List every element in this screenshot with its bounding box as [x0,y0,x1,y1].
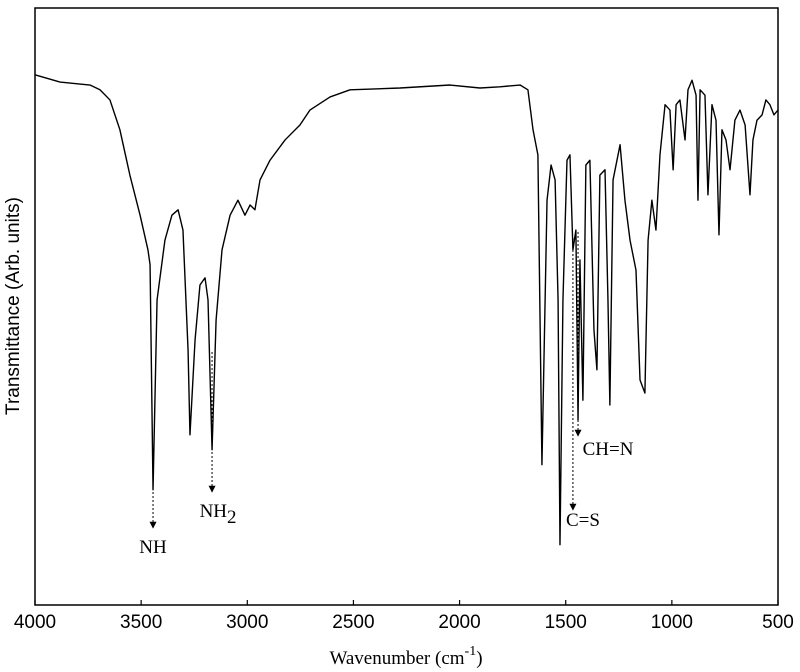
x-tick-label: 4000 [14,612,56,633]
x-axis-label-sup: -1 [465,644,477,659]
spectrum-line [34,74,779,546]
x-tick-label: 500 [762,612,794,633]
annotation-subscript: 2 [227,507,237,528]
x-axis-label-suffix: ) [476,648,482,669]
annotation-text: CH=N [583,439,634,460]
x-tick-label: 3000 [226,612,268,633]
x-tick-label: 2500 [332,612,374,633]
x-tick-label: 2000 [438,612,480,633]
x-tick-label: 1500 [545,612,587,633]
x-tick-label: 1000 [651,612,693,633]
annotation-label: NH2 [200,501,237,528]
annotation-text: C=S [566,510,600,531]
plot-frame [34,7,779,606]
x-tick-label: 3500 [120,612,162,633]
x-axis-label-text: Wavenumber (cm [329,648,464,669]
x-axis-label: Wavenumber (cm-1) [329,644,482,669]
annotation-text: NH [139,537,167,558]
y-axis-label: Transmittance (Arb. units) [3,197,24,415]
annotation-label: NH [139,537,167,558]
annotation-label: C=S [566,510,600,531]
annotation-text: NH [200,501,228,522]
annotation-label: CH=N [583,439,634,460]
